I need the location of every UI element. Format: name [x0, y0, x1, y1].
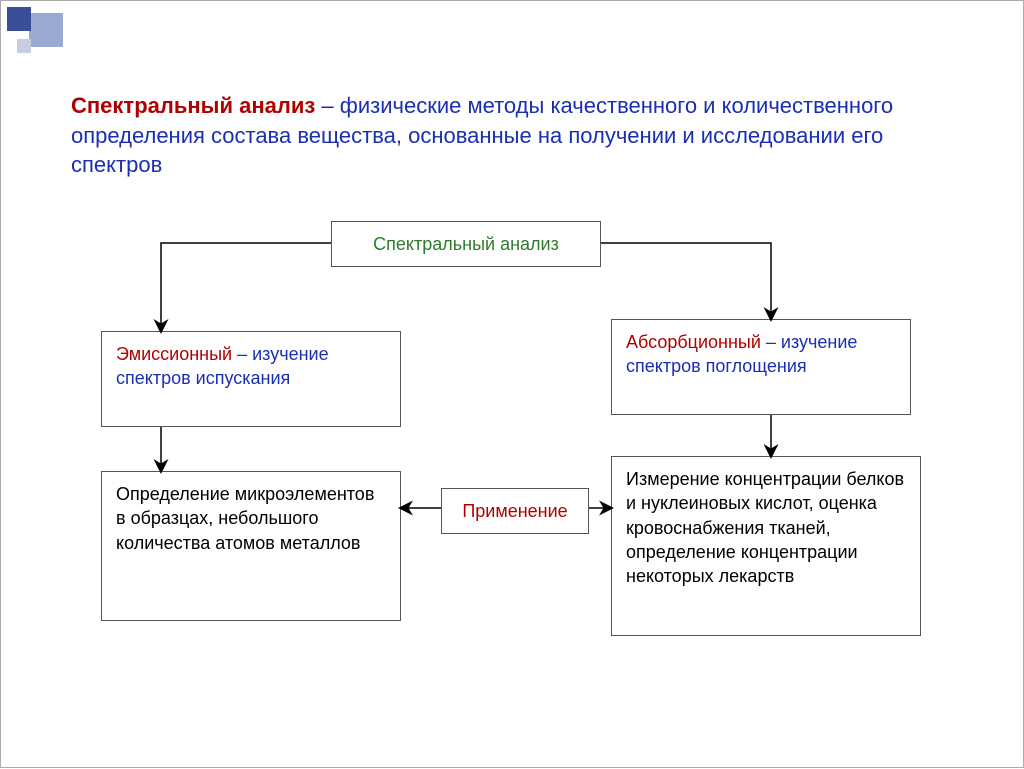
node-text: Определение микроэлементов в образцах, н…	[116, 484, 374, 553]
node-text: Применение	[462, 499, 567, 523]
node-app_left: Определение микроэлементов в образцах, н…	[101, 471, 401, 621]
node-emission: Эмиссионный – изучение спектров испускан…	[101, 331, 401, 427]
slide: Спектральный анализ – физические методы …	[0, 0, 1024, 768]
definition-term: Спектральный анализ	[71, 93, 315, 118]
node-root: Спектральный анализ	[331, 221, 601, 267]
edge-root-emission	[161, 243, 331, 331]
node-text: Эмиссионный	[116, 344, 232, 364]
edge-root-absorption	[601, 243, 771, 319]
corner-decoration	[7, 7, 67, 67]
node-absorption: Абсорбционный – изучение спектров поглощ…	[611, 319, 911, 415]
node-text: Абсорбционный	[626, 332, 761, 352]
node-app_right: Измерение концентрации белков и нуклеино…	[611, 456, 921, 636]
node-text: Спектральный анализ	[373, 232, 559, 256]
node-text: Измерение концентрации белков и нуклеино…	[626, 469, 904, 586]
node-application: Применение	[441, 488, 589, 534]
definition-header: Спектральный анализ – физические методы …	[71, 91, 953, 180]
